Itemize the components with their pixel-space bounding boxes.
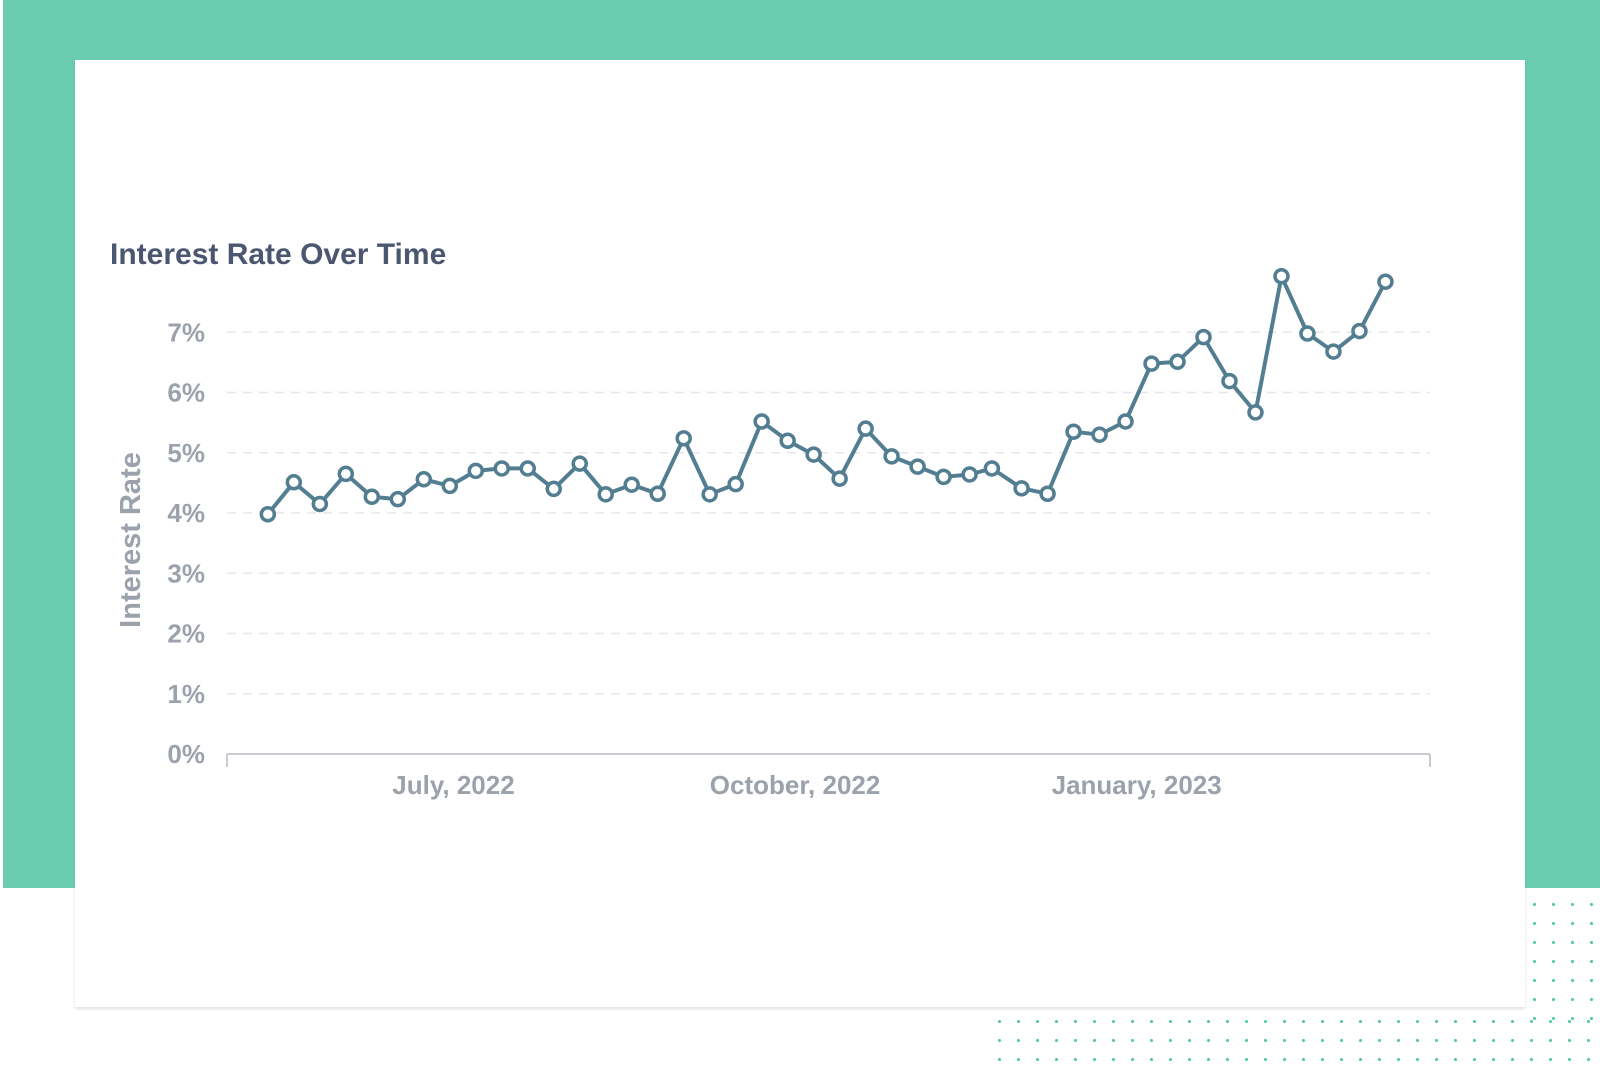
y-tick-label: 6% [167,378,205,408]
data-point [467,462,485,480]
data-point [519,460,536,477]
axes: 0% 1% 2% 3% 4% 5% 6% 7% July, 2022 October, 2022 J… [167,317,1431,800]
data-point [831,470,848,487]
data-point [1377,273,1394,290]
x-tick-label: October, 2022 [710,770,881,800]
data-point [935,468,952,486]
data-point [259,505,277,523]
dot-pattern-decoration [990,1012,1600,1070]
data-point [1039,485,1056,502]
y-tick-label: 7% [167,317,205,347]
y-tick-label: 4% [167,498,205,528]
data-point [857,420,874,437]
data-point [675,430,692,447]
chart-title: Interest Rate Over Time [110,238,447,271]
data-point [779,432,796,449]
data-point [1325,343,1342,360]
data-point [1247,404,1264,421]
y-tick-label: 2% [167,619,205,649]
data-point [1195,328,1212,346]
data-point [983,460,1001,477]
series-line [265,274,1388,517]
x-tick-label: July, 2022 [392,770,514,800]
data-point [727,475,744,493]
data-point [493,460,511,477]
data-point [1273,268,1290,285]
data-point [1169,353,1186,371]
y-tick-label: 5% [167,438,205,468]
y-tick-label: 1% [167,679,205,709]
data-point [415,471,433,488]
data-point [571,455,588,472]
data-point [1065,423,1082,440]
series-layer [259,268,1394,523]
y-tick-label: 0% [167,739,205,769]
data-point [1221,372,1238,390]
data-point [545,480,562,498]
data-point [441,477,459,495]
data-point [701,486,718,503]
y-axis-title: Interest Rate [115,452,147,628]
data-point [311,495,329,513]
data-point [909,458,926,475]
grid-lines [227,331,1430,695]
data-point [623,476,640,493]
data-point [1299,325,1316,342]
data-point [753,413,770,430]
chart-card: Interest Rate Over Time 0% 1% 2% 3% 4% 5% 6% 7%… [75,60,1525,1007]
data-point [1117,413,1134,430]
data-point [1091,426,1108,443]
data-point [597,486,614,503]
data-point [363,488,381,506]
data-point [649,485,666,502]
dot-pattern-decoration [1525,895,1600,1025]
data-point [389,490,407,508]
data-point [883,448,900,465]
line-chart: 0% 1% 2% 3% 4% 5% 6% 7% July, 2022 October, 2022 J… [115,268,1431,800]
data-point [961,466,978,483]
data-point [1143,355,1160,372]
data-point [337,465,355,483]
x-tick-label: January, 2023 [1052,770,1222,800]
data-point [285,474,303,491]
data-point [1013,480,1030,497]
y-tick-label: 3% [167,558,205,588]
data-point [1351,322,1368,340]
data-point [805,446,822,463]
